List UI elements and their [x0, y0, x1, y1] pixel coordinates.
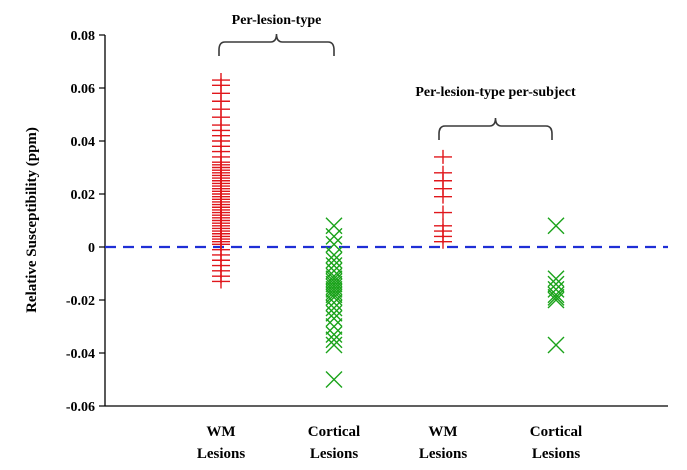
y-tick-label: -0.02 — [66, 294, 95, 309]
y-tick-label: 0.08 — [71, 29, 96, 44]
x-category-label: WM — [206, 424, 235, 440]
x-category-label: WM — [428, 424, 457, 440]
y-tick-label: 0.04 — [71, 135, 96, 150]
data-point-x — [547, 286, 565, 304]
annotation-per-subject: Per-lesion-type per-subject — [415, 85, 576, 100]
x-category-label: Lesions — [532, 446, 581, 462]
data-point-x — [325, 318, 343, 335]
marks-layer — [212, 33, 565, 388]
data-point-plus — [434, 205, 452, 220]
annotation-bracket — [218, 33, 335, 56]
data-point-x — [547, 217, 565, 235]
x-category-label: Lesions — [310, 446, 359, 462]
annotation-per-lesion-type: Per-lesion-type — [232, 13, 322, 28]
y-tick-label: 0 — [88, 241, 95, 256]
data-point-x — [325, 336, 343, 354]
data-point-x — [547, 288, 565, 306]
x-category-label: Lesions — [197, 446, 246, 462]
data-point-plus — [434, 189, 452, 204]
data-point-x — [325, 310, 343, 328]
data-point-plus — [434, 234, 452, 249]
data-point-plus — [212, 274, 230, 289]
y-tick-label: 0.06 — [71, 82, 96, 97]
y-axis-title: Relative Susceptibility (ppm) — [24, 127, 40, 313]
data-point-x — [325, 371, 343, 388]
data-point-x — [547, 336, 565, 354]
x-category-label: Cortical — [530, 424, 582, 440]
labels-layer: Relative Susceptibility (ppm) 0.08 0.06 0.… — [24, 13, 582, 462]
axes-layer — [99, 34, 668, 407]
data-point-x — [325, 304, 343, 322]
data-point-x — [325, 227, 343, 245]
data-point-plus — [434, 149, 452, 164]
data-point-x — [325, 286, 343, 304]
data-point-x — [547, 291, 565, 309]
x-category-label: Cortical — [308, 424, 360, 440]
y-tick-label: -0.04 — [66, 347, 95, 362]
data-point-x — [325, 331, 343, 349]
x-category-label: Lesions — [419, 446, 468, 462]
y-tick-label: 0.02 — [71, 188, 96, 203]
annotation-bracket — [438, 117, 553, 140]
data-point-x — [325, 280, 343, 298]
y-tick-label: -0.06 — [66, 400, 95, 415]
